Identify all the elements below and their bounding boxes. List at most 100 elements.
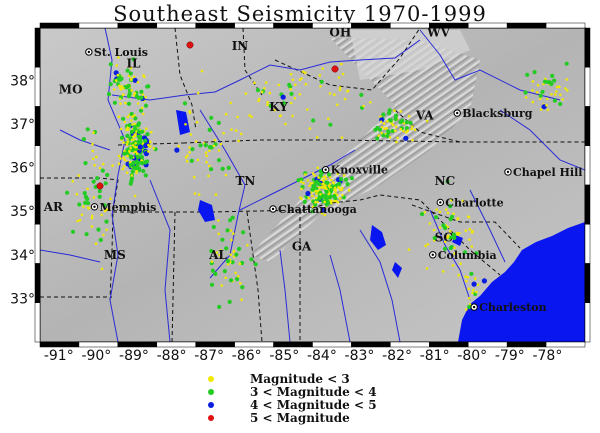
- frame-tick: [78, 22, 119, 29]
- earthquake-marker: [328, 92, 332, 95]
- earthquake-marker: [249, 257, 254, 262]
- earthquake-marker: [317, 186, 321, 189]
- earthquake-marker: [481, 278, 487, 284]
- earthquake-marker: [524, 96, 528, 99]
- frame-tick: [584, 302, 591, 343]
- earthquake-marker: [382, 122, 386, 125]
- latitude-label: 38°: [10, 73, 35, 89]
- earthquake-marker: [406, 129, 410, 132]
- earthquake-marker: [476, 283, 480, 287]
- earthquake-marker: [126, 140, 129, 144]
- earthquake-marker: [101, 162, 105, 166]
- earthquake-marker: [554, 93, 557, 96]
- city-marker-icon: [439, 201, 442, 204]
- legend-label: Magnitude < 3: [250, 372, 350, 386]
- earthquake-marker: [566, 89, 569, 92]
- earthquake-marker: [338, 88, 342, 92]
- longitude-label: -87°: [194, 348, 224, 364]
- earthquake-marker: [86, 206, 90, 209]
- earthquake-marker: [103, 209, 107, 213]
- earthquake-marker: [273, 109, 276, 112]
- frame-tick: [584, 145, 591, 186]
- earthquake-marker: [428, 222, 432, 225]
- earthquake-marker: [340, 62, 343, 66]
- earthquake-marker: [435, 208, 439, 211]
- earthquake-marker: [332, 199, 336, 203]
- earthquake-marker: [226, 263, 230, 266]
- earthquake-marker: [549, 81, 554, 87]
- earthquake-marker: [300, 187, 303, 191]
- earthquake-marker: [123, 205, 126, 209]
- earthquake-marker: [140, 159, 143, 162]
- earthquake-marker: [313, 181, 318, 186]
- earthquake-marker: [324, 189, 329, 194]
- earthquake-marker: [347, 189, 351, 192]
- earthquake-marker: [204, 151, 208, 154]
- earthquake-marker: [112, 100, 117, 105]
- earthquake-marker: [253, 262, 258, 267]
- earthquake-marker: [77, 174, 81, 177]
- earthquake-marker: [126, 115, 130, 119]
- city-marker-icon: [93, 205, 96, 209]
- earthquake-marker: [130, 169, 135, 174]
- earthquake-marker: [220, 284, 224, 287]
- state-label: TN: [235, 174, 255, 188]
- latitude-label: 37°: [10, 117, 35, 133]
- earthquake-marker: [121, 93, 125, 96]
- earthquake-marker: [555, 90, 558, 93]
- earthquake-marker: [461, 199, 465, 203]
- earthquake-marker: [237, 139, 240, 143]
- earthquake-marker: [210, 268, 215, 273]
- earthquake-marker: [119, 135, 124, 140]
- city-label: Blacksburg: [462, 107, 533, 120]
- earthquake-marker: [133, 116, 138, 121]
- earthquake-marker: [564, 87, 567, 90]
- state-label: IL: [126, 56, 141, 70]
- frame-tick: [545, 341, 586, 348]
- legend-label: 4 < Magnitude < 5: [250, 398, 377, 412]
- earthquake-marker: [120, 85, 123, 88]
- earthquake-marker: [91, 142, 94, 146]
- earthquake-marker: [331, 181, 335, 184]
- earthquake-marker: [188, 111, 192, 114]
- earthquake-marker: [210, 260, 214, 264]
- earthquake-marker: [108, 82, 113, 87]
- earthquake-marker: [311, 118, 316, 123]
- earthquake-marker: [77, 202, 82, 207]
- earthquake-marker: [136, 152, 139, 155]
- earthquake-marker: [182, 101, 188, 106]
- earthquake-marker: [462, 250, 467, 255]
- earthquake-marker: [407, 115, 411, 118]
- earthquake-marker: [129, 129, 134, 134]
- earthquake-marker: [122, 141, 125, 144]
- earthquake-marker: [197, 193, 201, 196]
- earthquake-marker: [222, 269, 227, 274]
- earthquake-marker: [246, 244, 249, 247]
- longitude-label: -88°: [157, 348, 187, 364]
- city-marker-icon: [456, 111, 459, 115]
- earthquake-marker: [147, 150, 150, 153]
- earthquake-marker: [205, 160, 208, 164]
- earthquake-marker: [306, 108, 309, 111]
- earthquake-marker: [334, 199, 338, 203]
- earthquake-marker: [316, 166, 320, 170]
- earthquake-marker: [136, 139, 141, 144]
- earthquake-marker: [92, 196, 96, 199]
- earthquake-marker: [324, 187, 328, 190]
- earthquake-marker: [76, 219, 79, 223]
- earthquake-marker: [232, 255, 236, 258]
- longitude-label: -82°: [382, 348, 412, 364]
- earthquake-marker: [445, 179, 450, 184]
- earthquake-marker: [564, 61, 569, 66]
- earthquake-marker: [538, 97, 542, 101]
- earthquake-marker: [236, 115, 239, 119]
- earthquake-marker: [143, 103, 149, 108]
- earthquake-marker: [451, 233, 457, 238]
- earthquake-marker: [143, 138, 148, 143]
- earthquake-marker: [446, 211, 450, 215]
- earthquake-marker: [346, 90, 349, 93]
- earthquake-marker: [236, 275, 240, 278]
- earthquake-marker: [388, 136, 392, 139]
- earthquake-marker: [266, 103, 269, 107]
